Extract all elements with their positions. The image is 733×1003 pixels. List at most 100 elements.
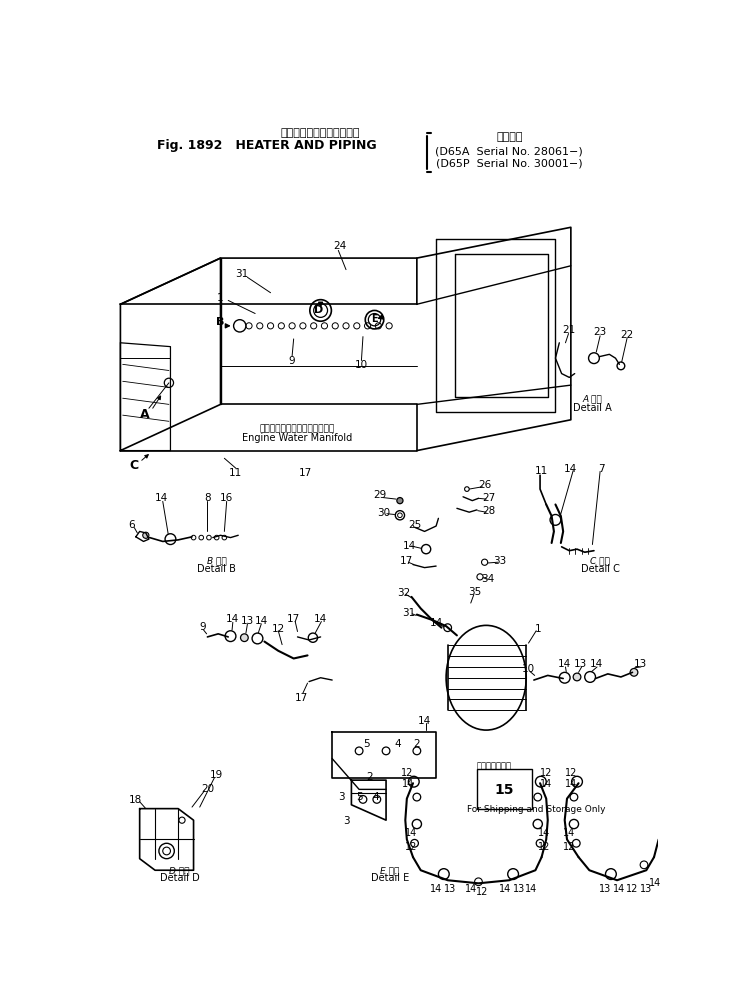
Text: D: D: [314, 305, 323, 315]
Text: 14: 14: [499, 883, 512, 893]
Text: 23: 23: [594, 327, 607, 337]
Text: 14: 14: [563, 826, 575, 837]
Text: 12: 12: [476, 886, 488, 896]
Text: 9: 9: [199, 622, 206, 632]
Text: 28: 28: [482, 506, 495, 516]
Text: 12: 12: [272, 623, 285, 633]
Text: B 部詳: B 部詳: [207, 556, 226, 565]
Text: エンジンウォータマニホールド: エンジンウォータマニホールド: [260, 423, 335, 432]
Text: 3: 3: [343, 815, 350, 825]
Text: 17: 17: [298, 467, 312, 477]
Text: 9: 9: [289, 355, 295, 365]
Text: For Shipping and Storage Only: For Shipping and Storage Only: [467, 804, 605, 813]
Text: 17: 17: [287, 614, 301, 624]
Text: 14: 14: [402, 778, 413, 788]
Text: 4: 4: [394, 738, 401, 748]
Circle shape: [240, 634, 248, 642]
Text: C 部詳: C 部詳: [590, 556, 610, 565]
Text: E: E: [371, 314, 377, 324]
Circle shape: [397, 498, 403, 505]
Text: 31: 31: [235, 269, 248, 279]
Text: 3: 3: [338, 790, 345, 800]
Text: 27: 27: [482, 492, 495, 503]
Text: 12: 12: [402, 767, 414, 777]
Text: 12: 12: [563, 841, 575, 851]
Text: 1: 1: [217, 292, 224, 302]
Text: Detail B: Detail B: [197, 564, 236, 574]
Text: 12: 12: [626, 883, 638, 893]
Text: 13: 13: [633, 658, 647, 668]
Text: 13: 13: [513, 883, 526, 893]
Text: 16: 16: [220, 492, 233, 503]
Text: 13: 13: [600, 883, 611, 893]
Text: 35: 35: [468, 587, 482, 597]
Text: 26: 26: [478, 479, 491, 489]
Text: 14: 14: [525, 883, 537, 893]
Text: 19: 19: [210, 769, 224, 779]
Text: Detail D: Detail D: [160, 873, 199, 883]
Text: B: B: [216, 317, 225, 327]
Text: 12: 12: [540, 767, 553, 777]
Text: A: A: [140, 407, 150, 420]
Text: 14: 14: [538, 826, 550, 837]
Text: 14: 14: [418, 715, 431, 725]
Text: 7: 7: [598, 463, 605, 473]
Text: 12: 12: [405, 841, 418, 851]
Text: 12: 12: [538, 841, 550, 851]
Text: 14: 14: [540, 778, 553, 788]
Text: 22: 22: [620, 329, 634, 339]
Text: 適用号機: 適用号機: [496, 132, 523, 142]
Text: 29: 29: [373, 490, 386, 499]
Text: 10: 10: [355, 360, 368, 370]
Text: 25: 25: [409, 520, 422, 530]
Text: 13: 13: [241, 616, 254, 625]
Text: 34: 34: [481, 574, 494, 584]
Text: 14: 14: [430, 617, 443, 627]
Text: 13: 13: [444, 883, 456, 893]
Text: (D65A  Serial No. 28061−): (D65A Serial No. 28061−): [435, 146, 583, 156]
Text: 14: 14: [558, 658, 571, 668]
Text: 14: 14: [430, 883, 442, 893]
Text: 24: 24: [334, 241, 347, 251]
Text: 2: 2: [413, 738, 420, 748]
Text: 32: 32: [397, 588, 410, 598]
Text: C: C: [130, 458, 139, 471]
Text: 11: 11: [535, 465, 548, 475]
Text: 8: 8: [204, 492, 210, 503]
Text: 15: 15: [495, 782, 515, 796]
Text: 14: 14: [564, 778, 577, 788]
Text: Detail E: Detail E: [371, 873, 409, 883]
Text: 20: 20: [201, 783, 214, 793]
Text: 14: 14: [254, 616, 268, 625]
Text: 10: 10: [522, 663, 535, 673]
Text: 14: 14: [465, 883, 477, 893]
Bar: [477, 769, 532, 808]
Text: 33: 33: [493, 556, 507, 566]
Text: 14: 14: [155, 492, 168, 503]
Text: 17: 17: [399, 556, 413, 566]
Text: 18: 18: [129, 793, 142, 803]
Text: Engine Water Manifold: Engine Water Manifold: [243, 432, 353, 442]
Text: ヒータ　およびパイピング: ヒータ およびパイピング: [281, 127, 361, 137]
Text: 21: 21: [562, 325, 575, 335]
Text: Detail C: Detail C: [581, 564, 619, 574]
Text: 6: 6: [129, 520, 136, 530]
Text: 14: 14: [564, 463, 578, 473]
Text: 14: 14: [314, 614, 327, 624]
Circle shape: [573, 673, 581, 681]
Text: (D65P  Serial No. 30001−): (D65P Serial No. 30001−): [436, 158, 583, 169]
Text: 輸送用び保管用: 輸送用び保管用: [476, 760, 512, 769]
Text: D 部詳: D 部詳: [169, 866, 190, 874]
Text: 13: 13: [640, 883, 652, 893]
Text: 14: 14: [589, 658, 603, 668]
Text: 5: 5: [364, 738, 370, 748]
Text: 12: 12: [564, 767, 577, 777]
Text: 5: 5: [356, 790, 362, 800]
Text: 1: 1: [535, 623, 542, 633]
Circle shape: [630, 669, 638, 676]
Circle shape: [143, 533, 149, 539]
Text: 14: 14: [402, 540, 416, 550]
Text: 2: 2: [366, 770, 372, 780]
Text: 13: 13: [573, 658, 586, 668]
Text: A 部詳: A 部詳: [583, 394, 603, 403]
